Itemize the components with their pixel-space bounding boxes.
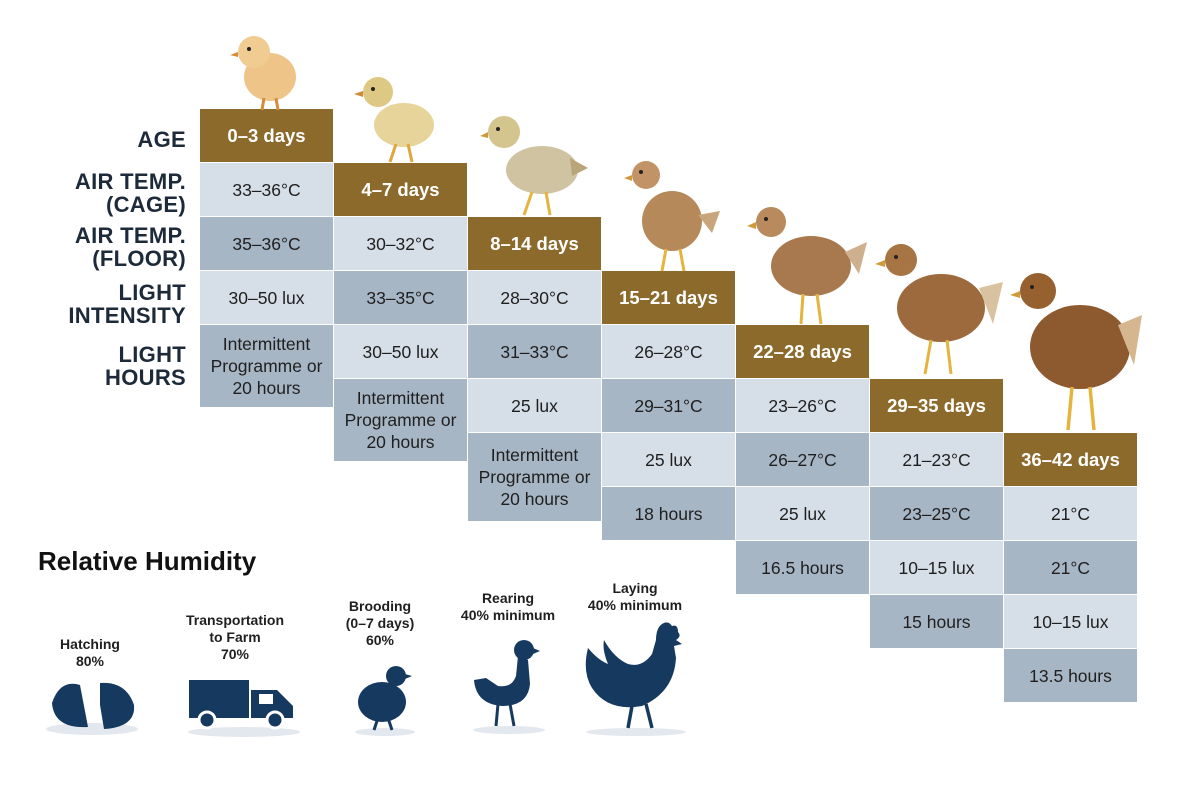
air-temp-floor-cell: 29–31°C [602, 379, 735, 432]
light-intensity-cell: 30–50 lux [200, 271, 333, 324]
laying-label: Laying 40% minimum [575, 580, 695, 614]
chick-day-4-illustration [354, 77, 434, 163]
air-temp-floor-cell: 33–35°C [334, 271, 467, 324]
label-line: 70% [220, 646, 250, 662]
light-intensity-cell: 25 lux [602, 433, 735, 486]
air-temp-floor-cell: 23–25°C [870, 487, 1003, 540]
label-line: Brooding [348, 598, 412, 614]
hatching-egg-icon [46, 682, 138, 735]
chick-day-15-illustration [624, 161, 720, 272]
light-hours-cell: 18 hours [602, 487, 735, 540]
light-intensity-cell: 25 lux [736, 487, 869, 540]
light-hours-cell: 13.5 hours [1004, 649, 1137, 702]
row-label-line: (CAGE) [105, 192, 186, 217]
age-header: 22–28 days [736, 325, 869, 378]
label-line: 80% [75, 653, 105, 669]
row-label-line: AIR TEMP. [74, 223, 186, 248]
light-hours-cell: 16.5 hours [736, 541, 869, 594]
air-temp-cage-cell: 21°C [1004, 487, 1137, 540]
label-line: to Farm [209, 629, 261, 645]
air-temp-floor-cell: 26–27°C [736, 433, 869, 486]
chick-day-36-illustration [1010, 273, 1142, 431]
transport-label: Transportation to Farm 70% [170, 612, 300, 663]
row-label-air-temp-floor: AIR TEMP. (FLOOR) [75, 224, 186, 270]
air-temp-cage-cell: 23–26°C [736, 379, 869, 432]
air-temp-cage-cell: 30–32°C [334, 217, 467, 270]
label-line: Laying [612, 580, 658, 596]
hen-icon [585, 622, 686, 736]
light-hours-cell: 15 hours [870, 595, 1003, 648]
rearing-label: Rearing 40% minimum [448, 590, 568, 624]
light-hours-cell: Intermittent Programme or 20 hours [468, 433, 601, 521]
age-header: 15–21 days [602, 271, 735, 324]
row-label-age-text: AGE [137, 127, 186, 152]
label-line: Transportation [185, 612, 284, 628]
relative-humidity-title: Relative Humidity [38, 546, 257, 576]
label-line: 60% [365, 632, 395, 648]
label-line: 40% minimum [460, 607, 556, 623]
row-label-age: AGE [137, 128, 186, 151]
light-hours-cell: Intermittent Programme or 20 hours [334, 379, 467, 461]
chick-icon [355, 666, 415, 736]
hatching-label: Hatching 80% [40, 636, 140, 670]
age-header: 4–7 days [334, 163, 467, 216]
air-temp-cage-cell: 21–23°C [870, 433, 1003, 486]
row-label-line: HOURS [105, 365, 186, 390]
chick-day-0-illustration [230, 36, 296, 111]
brooding-label: Brooding (0–7 days) 60% [330, 598, 430, 649]
light-intensity-cell: 10–15 lux [1004, 595, 1137, 648]
label-line: (0–7 days) [345, 615, 415, 631]
light-intensity-cell: 25 lux [468, 379, 601, 432]
age-header: 36–42 days [1004, 433, 1137, 486]
row-label-light-intensity: LIGHT INTENSITY [68, 281, 186, 327]
label-line: 40% minimum [587, 597, 683, 613]
light-intensity-cell: 30–50 lux [334, 325, 467, 378]
air-temp-floor-cell: 35–36°C [200, 217, 333, 270]
chick-day-29-illustration [875, 244, 1003, 375]
air-temp-cage-cell: 28–30°C [468, 271, 601, 324]
chick-day-22-illustration [747, 207, 867, 325]
row-label-line: LIGHT [118, 280, 186, 305]
age-header: 29–35 days [870, 379, 1003, 432]
chick-day-8-illustration [480, 116, 588, 216]
label-line: Hatching [60, 636, 120, 652]
label-line: Rearing [481, 590, 535, 606]
row-label-line: LIGHT [118, 342, 186, 367]
air-temp-floor-cell: 31–33°C [468, 325, 601, 378]
light-intensity-cell: 10–15 lux [870, 541, 1003, 594]
light-hours-cell: Intermittent Programme or 20 hours [200, 325, 333, 407]
air-temp-cage-cell: 33–36°C [200, 163, 333, 216]
row-label-air-temp-cage: AIR TEMP. (CAGE) [75, 170, 186, 216]
age-header: 8–14 days [468, 217, 601, 270]
row-label-light-hours: LIGHT HOURS [105, 343, 186, 389]
row-label-line: INTENSITY [68, 303, 186, 328]
row-label-line: AIR TEMP. [74, 169, 186, 194]
truck-icon [188, 680, 300, 737]
pullet-icon [473, 640, 545, 734]
row-label-line: (FLOOR) [92, 246, 186, 271]
air-temp-cage-cell: 26–28°C [602, 325, 735, 378]
age-header: 0–3 days [200, 109, 333, 162]
air-temp-floor-cell: 21°C [1004, 541, 1137, 594]
